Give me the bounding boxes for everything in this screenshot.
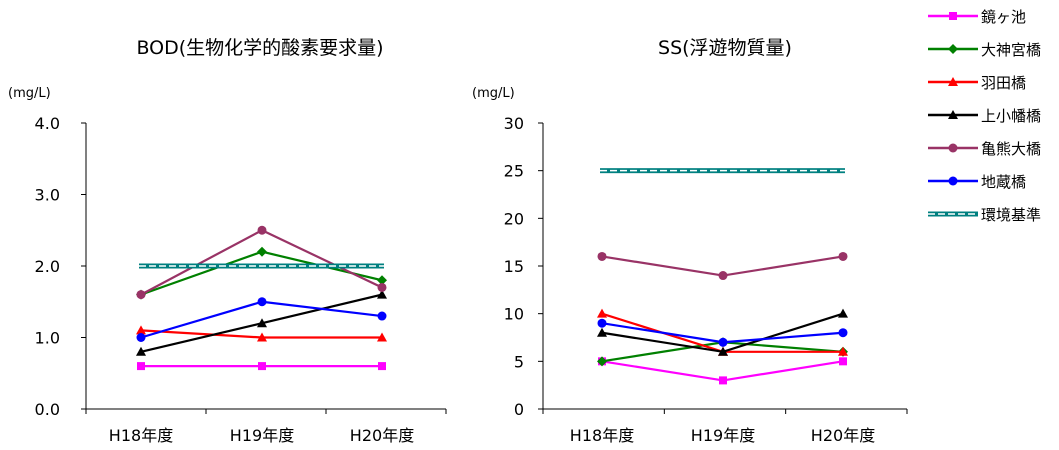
data-point [718,346,728,356]
y-tick-label: 10 [504,305,524,324]
data-point [597,251,607,261]
series-e4b88ae5b08fe5b9a1e6a98b [597,308,848,356]
legend-swatch-marker [948,44,958,54]
data-point [839,357,847,366]
legend-item: 羽田橋 [928,74,1026,92]
data-point [257,246,267,257]
data-point [377,289,387,299]
data-point [258,362,266,371]
y-tick-label: 4.0 [35,114,60,133]
series-e59cb0e894b5e6a98b [597,318,848,347]
data-point [378,362,386,371]
legend-item: 地蔵橋 [928,173,1026,191]
data-point [718,271,728,281]
y-tick-label: 2.0 [35,257,60,276]
data-point [719,376,727,385]
legend-label: 亀熊大橋 [981,140,1041,158]
y-tick-label: 5 [514,352,524,371]
data-point [597,327,607,337]
y-unit-label: (mg/L) [472,86,515,101]
y-tick-label: 0.0 [35,400,60,419]
data-point [136,346,146,356]
data-point [377,282,387,292]
series-line [140,250,383,296]
data-point [718,337,728,347]
data-point [838,328,848,338]
legend-label: 鏡ヶ池 [981,8,1026,26]
series-e4b88ae5b08fe5b9a1e6a98b [136,289,387,356]
legend-label: 大神宮橋 [981,41,1041,59]
data-point [377,311,387,321]
x-tick-label: H19年度 [230,426,294,445]
data-point [136,333,146,342]
y-tick-label: 15 [504,257,524,276]
series-e98fa1e383b6e6b1a0 [598,357,847,385]
x-tick-label: H18年度 [570,426,634,445]
legend-label: 環境基準 [981,206,1041,224]
x-tick-label: H20年度 [350,426,414,445]
series-e98fa1e383b6e6b1a0 [137,362,386,371]
legend-label: 上小幡橋 [981,107,1041,125]
y-tick-label: 20 [504,209,524,228]
data-point [597,318,607,328]
chart-title: BOD(生物化学的酸素要求量) [136,37,383,59]
legend-label: 羽田橋 [981,74,1026,92]
data-point [137,362,145,371]
y-unit-label: (mg/L) [8,86,51,101]
legend-item: 鏡ヶ池 [928,8,1026,26]
legend-label: 地蔵橋 [981,173,1026,191]
legend-item: 上小幡橋 [928,107,1041,125]
bod-chart: BOD(生物化学的酸素要求量) (mg/L) 0.0 1.0 2.0 3.0 4.0 H1… [8,37,447,445]
data-point [597,308,607,318]
legend-item: 環境基準 [928,206,1041,224]
y-tick-label: 3.0 [35,186,60,205]
data-point [377,275,387,286]
series-e4ba80e7868ae5a4a7e6a98b [136,225,387,300]
data-point [597,356,607,367]
series-e792b0e5a283e59fbae6ba96 [600,168,845,174]
legend-item: 大神宮橋 [928,41,1041,59]
x-tick-label: H20年度 [811,426,875,445]
legend-swatch-marker [948,143,958,153]
legend-swatch-marker [949,12,957,20]
y-tick-label: 0 [514,400,524,419]
data-point [257,297,267,307]
data-point [257,318,267,328]
data-point [136,290,146,300]
y-tick-label: 25 [504,162,524,181]
legend-swatch-marker [948,176,958,186]
x-tick-label: H19年度 [691,426,755,445]
legend-swatch-marker [948,77,958,86]
series-e5a4a7e7a59ee5aeaee6a98b [136,246,387,300]
legend-item: 亀熊大橋 [928,140,1041,158]
x-tick-label: H18年度 [109,426,173,445]
y-tick-label: 1.0 [35,329,60,348]
y-tick-label: 30 [504,114,524,133]
ss-chart: SS(浮遊物質量) (mg/L) 0 5 10 15 20 25 30 H18年度 H19年度 H… [472,37,908,445]
series-e792b0e5a283e59fbae6ba96 [139,263,384,269]
series-e59cb0e894b5e6a98b [136,297,387,342]
series-e4ba80e7868ae5a4a7e6a98b [597,251,848,281]
data-point [838,251,848,261]
data-point [838,346,848,356]
series-e7bebde794b0e6a98b [136,325,387,342]
chart-title: SS(浮遊物質量) [658,37,792,59]
data-point [257,225,267,235]
data-point [136,325,146,335]
data-point [838,308,848,318]
legend-swatch-marker [948,110,958,119]
series-line [140,229,383,296]
data-point [377,332,387,342]
data-point [257,332,267,342]
